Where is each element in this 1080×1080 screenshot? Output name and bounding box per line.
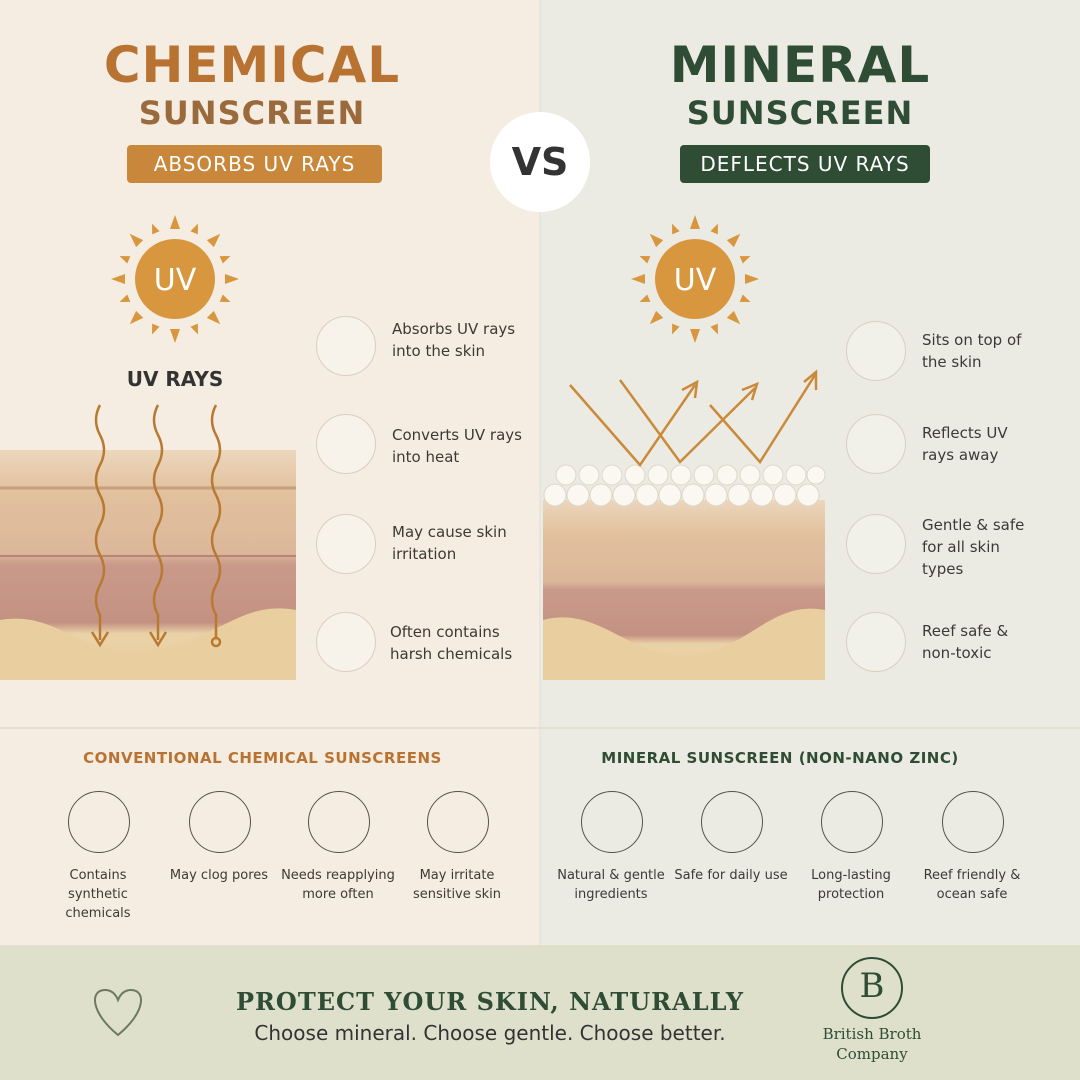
section-heading: CONVENTIONAL CHEMICAL SUNSCREENS [83,749,442,767]
item-icon [68,791,130,853]
heart-icon [94,988,142,1037]
left-title: CHEMICAL [103,36,401,94]
feature-text: Absorbs UV rays into the skin [392,320,516,360]
right-subtitle: SUNSCREEN [686,94,914,132]
item-label: Natural & gentle ingredients [557,868,665,902]
right-badge: DEFLECTS UV RAYS [680,145,930,183]
item-icon [581,791,643,853]
feature-icon [316,414,376,474]
item-icon [189,791,251,853]
uv-arrows-reflected [569,369,818,468]
footer-headline: PROTECT YOUR SKIN, NATURALLY [235,987,745,1016]
feature-text: Often contains harsh chemicals [390,623,513,663]
right-title: MINERAL [669,36,931,94]
item-icon [701,791,763,853]
feature-text: Gentle & safe for all skin types [922,516,1025,578]
feature-text: May cause skin irritation [392,523,507,563]
brand-initial: B [859,966,885,1006]
vs-circle [490,112,590,212]
sun-label: UV [673,263,717,298]
feature-icon [846,414,906,474]
item-label: Needs reapplying more often [281,868,395,902]
rays-label: UV RAYS [126,367,224,391]
feature-icon [846,514,906,574]
brand-name: British Broth Company [822,1025,922,1063]
item-icon [942,791,1004,853]
section-heading: MINERAL SUNSCREEN (NON-NANO ZINC) [601,749,959,767]
feature-icon [316,316,376,376]
item-label: May clog pores [169,868,269,883]
item-icon [821,791,883,853]
left-subtitle: SUNSCREEN [138,94,366,132]
skin-left [0,450,296,680]
item-icon [308,791,370,853]
feature-text: Converts UV rays into heat [392,426,522,466]
item-label: Safe for daily use [674,868,788,883]
feature-icon [316,612,376,672]
sun-label: UV [153,263,197,298]
sun-right [631,215,759,343]
item-label: May irritate sensitive skin [412,868,502,902]
item-label: Long-lasting protection [811,868,891,902]
feature-text: Sits on top of the skin [922,331,1022,371]
uv-arrows-absorbed [90,404,222,648]
item-icon [427,791,489,853]
left-badge: ABSORBS UV RAYS [127,145,382,183]
feature-icon [846,612,906,672]
logo-circle [841,957,903,1019]
feature-text: Reef safe & non-toxic [922,622,1009,662]
feature-icon [846,321,906,381]
skin-right [543,464,826,680]
footer-bg [0,945,1080,1080]
item-label: Contains synthetic chemicals [65,868,131,921]
sun-left [111,215,239,343]
vs-label: VS [511,140,569,184]
feature-text: Reflects UV rays away [922,424,1008,464]
feature-icon [316,514,376,574]
item-label: Reef friendly & ocean safe [923,868,1021,902]
footer-tagline: Choose mineral. Choose gentle. Choose be… [254,1021,726,1045]
